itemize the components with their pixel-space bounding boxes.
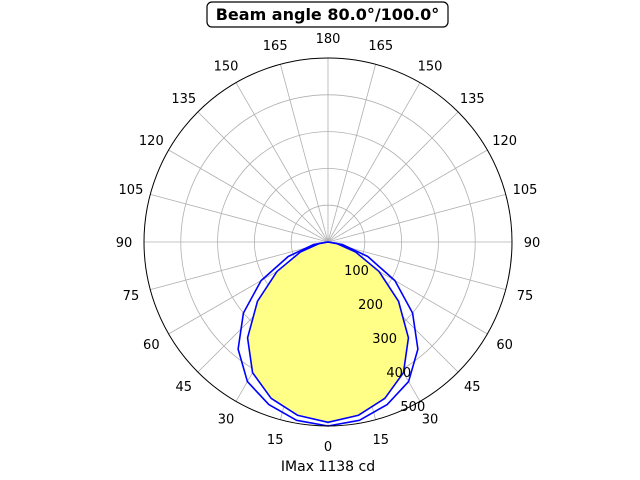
angle-tick-label: 105: [513, 183, 538, 198]
angle-tick-label: 15: [267, 433, 284, 448]
angle-tick-label: 105: [119, 183, 144, 198]
grid-spoke: [235, 82, 329, 243]
polar-fill-layer: [247, 242, 409, 423]
grid-spoke: [150, 241, 329, 291]
angle-tick-label: 150: [418, 59, 443, 74]
angle-tick-label: 45: [175, 380, 192, 395]
angle-tick-label: 165: [368, 39, 393, 54]
series-0-line: [246, 241, 410, 424]
radial-tick-label: 200: [358, 298, 383, 313]
radial-tick-label: 400: [386, 366, 411, 381]
grid-spoke: [327, 149, 488, 243]
angle-tick-label: 90: [116, 236, 133, 251]
angle-tick-label: 30: [422, 413, 439, 428]
angle-tick-label: 60: [143, 338, 160, 353]
title-box: [206, 1, 449, 28]
grid-spoke: [327, 193, 506, 243]
radial-tick-label: 500: [400, 400, 425, 415]
polar-outer-border: [143, 57, 513, 427]
angle-tick-label: 90: [524, 236, 541, 251]
angle-tick-label: 135: [171, 92, 196, 107]
grid-spoke: [327, 82, 421, 243]
angle-tick-label: 75: [123, 289, 140, 304]
radial-tick-labels: 100 200 300 400 500: [344, 264, 425, 415]
angle-tick-label: 75: [517, 289, 534, 304]
grid-spoke: [327, 64, 377, 243]
grid-spoke: [168, 149, 329, 243]
angle-tick-label: 120: [139, 134, 164, 149]
x-axis-label: IMax 1138 cd: [281, 459, 375, 475]
angle-tick-label: 180: [316, 32, 341, 47]
grid-spoke: [327, 111, 459, 243]
chart-title: Beam angle 80.0°/100.0°: [216, 5, 440, 24]
angle-tick-label: 60: [496, 338, 513, 353]
radial-tick-label: 100: [344, 264, 369, 279]
angle-tick-label: 120: [492, 134, 517, 149]
grid-spoke: [279, 64, 329, 243]
angle-tick-label: 165: [263, 39, 288, 54]
grid-spoke: [150, 193, 329, 243]
grid-spoke: [327, 241, 506, 291]
angle-tick-label: 135: [460, 92, 485, 107]
angle-tick-label: 150: [214, 59, 239, 74]
series-0-fill: [247, 242, 409, 423]
angle-tick-labels: 0 15 30 45 60 75 90 105 120 135 150 165 180 165 150 135…: [116, 32, 541, 455]
angle-tick-label: 45: [464, 380, 481, 395]
radial-tick-label: 300: [372, 332, 397, 347]
grid-spoke: [197, 111, 329, 243]
angle-tick-label: 15: [373, 433, 390, 448]
angle-tick-label: 30: [218, 413, 235, 428]
angle-tick-label: 0: [324, 440, 332, 455]
